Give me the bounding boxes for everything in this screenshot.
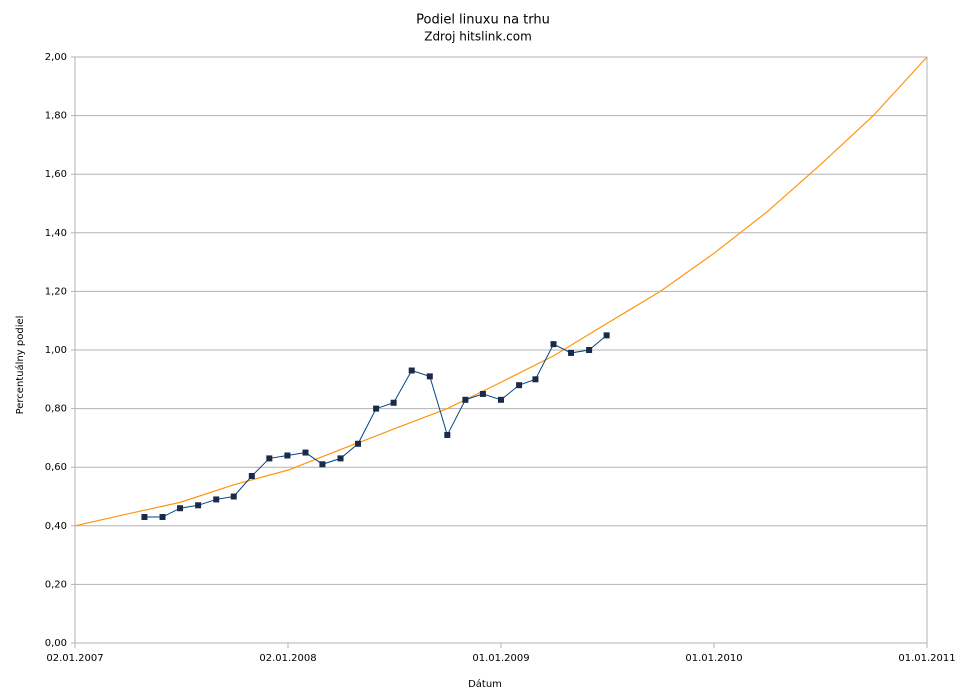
data-point: [373, 405, 380, 412]
data-point: [355, 440, 362, 447]
y-tick-label: 0,00: [45, 638, 67, 649]
y-tick-label: 1,60: [45, 169, 67, 180]
data-point: [248, 472, 255, 479]
y-axis-label: Percentuálny podiel: [14, 316, 26, 415]
data-point: [195, 502, 202, 509]
data-point: [390, 399, 397, 406]
x-tick-label: 02.01.2007: [46, 653, 103, 664]
y-tick-label: 0,20: [45, 579, 67, 590]
x-tick-label: 01.01.2009: [472, 653, 529, 664]
plot-border: [74, 56, 928, 644]
x-tick-label: 01.01.2011: [898, 653, 955, 664]
x-axis-label: Dátum: [468, 678, 502, 690]
data-point: [230, 493, 237, 500]
data-point: [603, 332, 610, 339]
y-tick-label: 1,40: [45, 228, 67, 239]
y-tick-label: 0,80: [45, 404, 67, 415]
data-point: [426, 373, 433, 380]
data-point: [141, 514, 148, 521]
data-point: [568, 349, 575, 356]
chart-subtitle: Zdroj hitslink.com: [424, 30, 532, 44]
y-tick-label: 1,20: [45, 286, 67, 297]
data-point: [319, 461, 326, 468]
data-point: [586, 347, 593, 353]
data-point: [462, 396, 469, 403]
data-point: [159, 514, 166, 521]
data-point: [532, 376, 539, 383]
chart-title: Podiel linuxu na trhu: [416, 13, 550, 28]
data-point: [284, 452, 291, 459]
data-line: [144, 334, 607, 518]
data-point: [337, 455, 344, 462]
y-tick-label: 2,00: [45, 52, 67, 63]
x-tick-label: 02.01.2008: [259, 653, 316, 664]
y-tick-label: 0,60: [45, 462, 67, 473]
data-point: [408, 367, 415, 374]
data-point: [479, 390, 486, 397]
trend-line: [74, 56, 928, 527]
data-point: [177, 505, 184, 512]
data-point: [498, 396, 504, 403]
data-point: [213, 496, 220, 503]
x-tick-label: 01.01.2010: [685, 653, 742, 664]
data-point: [444, 431, 451, 438]
data-point: [266, 455, 273, 462]
data-point: [550, 341, 557, 348]
data-point: [516, 382, 523, 389]
y-tick-label: 1,80: [45, 111, 67, 122]
y-tick-label: 0,40: [45, 521, 67, 532]
data-point: [302, 449, 309, 456]
y-tick-label: 1,00: [45, 345, 67, 356]
